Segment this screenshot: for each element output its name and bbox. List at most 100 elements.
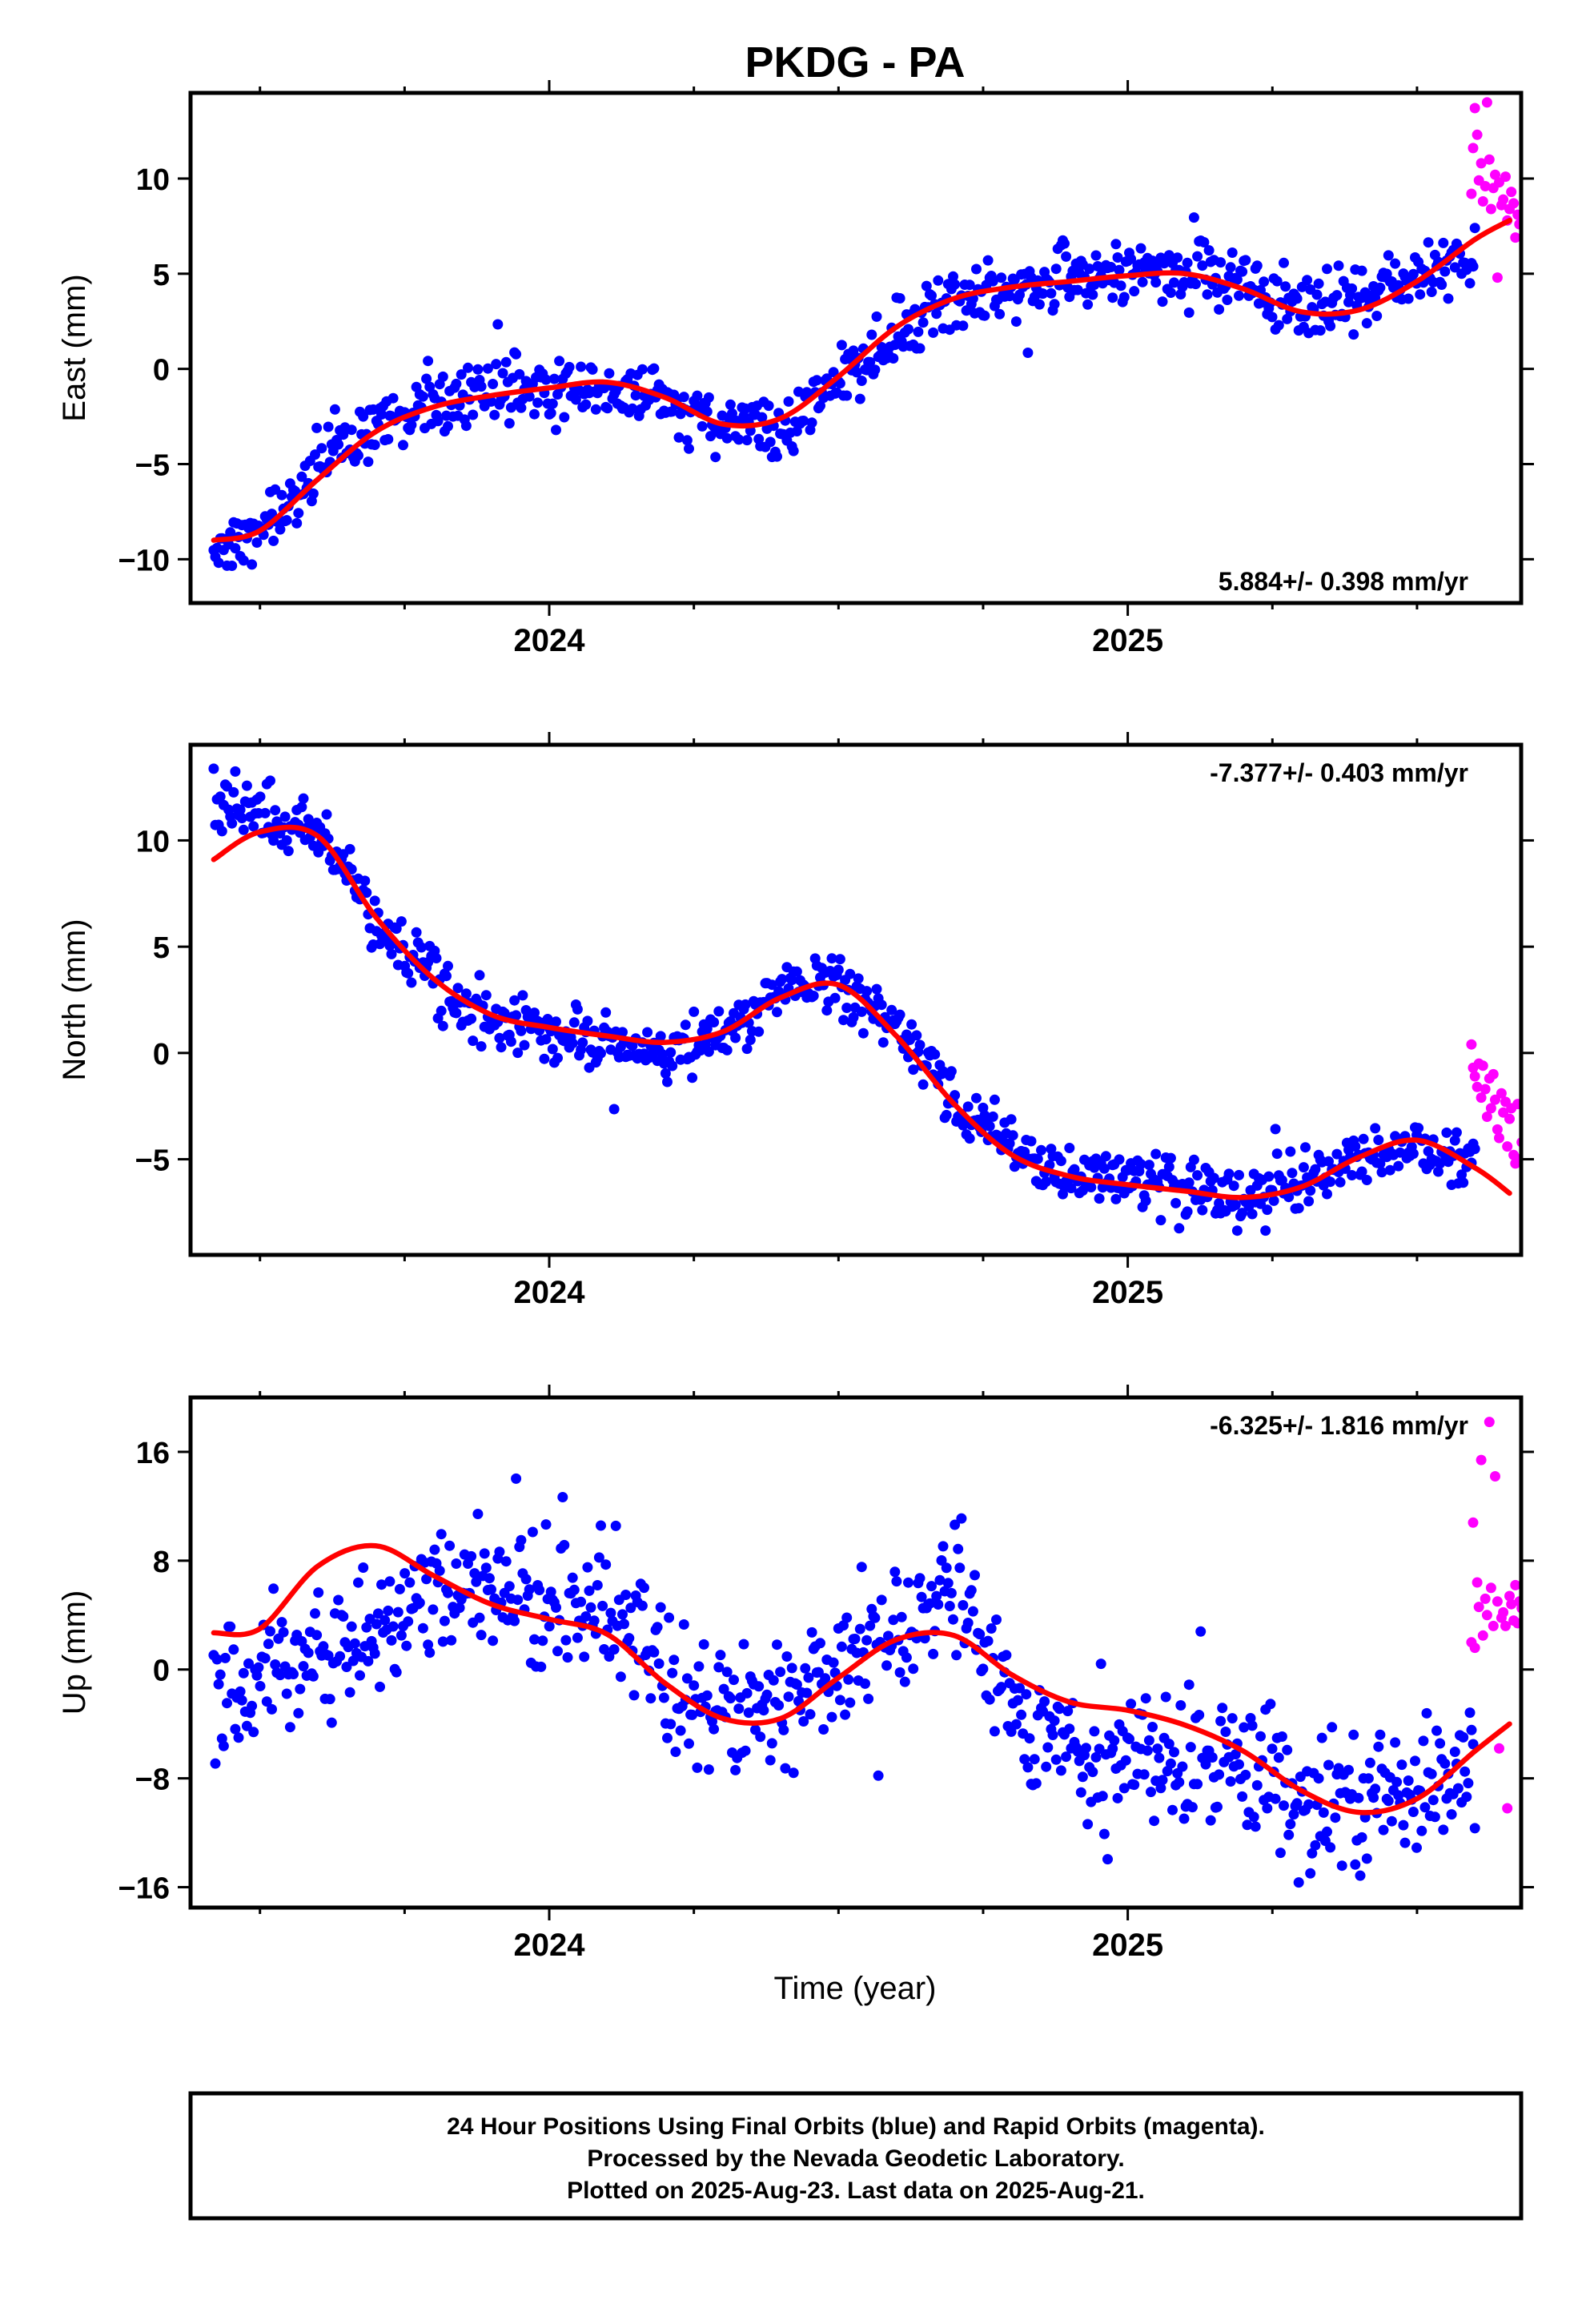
up-final-orbit-point (1303, 1799, 1315, 1810)
up-final-orbit-point (894, 1667, 905, 1678)
up-final-orbit-point (665, 1719, 677, 1730)
east-final-orbit-point (358, 411, 369, 422)
up-rapid-orbit-point (1468, 1517, 1479, 1528)
up-final-orbit-point (733, 1703, 745, 1715)
up-final-orbit-point (1418, 1735, 1429, 1747)
up-final-orbit-point (942, 1578, 954, 1589)
east-final-orbit-point (866, 329, 877, 340)
up-rapid-orbit-point (1494, 1743, 1504, 1754)
up-rapid-orbit-point (1504, 1590, 1515, 1602)
up-final-orbit-point (1255, 1731, 1266, 1742)
north-final-orbit-point (539, 1053, 550, 1064)
north-rapid-orbit-point (1481, 1112, 1492, 1122)
up-final-orbit-point (1143, 1735, 1154, 1746)
up-final-orbit-point (718, 1683, 729, 1695)
up-final-orbit-point (524, 1584, 535, 1595)
east-final-orbit-point (225, 527, 236, 538)
up-final-orbit-point (1095, 1659, 1106, 1670)
east-final-orbit-point (763, 400, 774, 412)
up-final-orbit-point (310, 1608, 320, 1619)
north-final-orbit-point (1032, 1153, 1043, 1164)
footer-frame (188, 2091, 1524, 2221)
north-final-orbit-point (1260, 1225, 1271, 1236)
up-final-orbit-point (729, 1675, 739, 1686)
north-final-orbit-point (838, 1015, 849, 1026)
east-final-orbit-point (296, 471, 307, 482)
east-final-orbit-point (1302, 275, 1313, 286)
north-rapid-orbit-point (1504, 1113, 1515, 1124)
north-final-orbit-point (1223, 1168, 1235, 1180)
up-final-orbit-point (1169, 1747, 1179, 1758)
up-rapid-orbit-point (1510, 1579, 1521, 1590)
up-final-orbit-point (1167, 1804, 1178, 1815)
up-final-orbit-point (219, 1652, 231, 1663)
east-final-orbit-point (783, 396, 794, 407)
up-final-orbit-point (439, 1615, 450, 1626)
north-final-orbit-point (833, 964, 844, 975)
north-final-orbit-point (1393, 1160, 1404, 1172)
east-final-orbit-point (333, 439, 344, 450)
north-final-orbit-point (1036, 1144, 1046, 1156)
north-final-orbit-point (255, 791, 266, 802)
up-final-orbit-point (562, 1652, 573, 1663)
up-final-orbit-point (1318, 1807, 1329, 1818)
east-final-orbit-point (463, 362, 473, 373)
east-rapid-orbit-point (1480, 181, 1491, 191)
up-final-orbit-point (480, 1562, 492, 1574)
up-final-orbit-point (820, 1673, 831, 1684)
east-final-orbit-point (1118, 292, 1130, 303)
north-plot-frame (188, 742, 1524, 1257)
up-final-orbit-points (208, 1473, 1480, 1888)
east-rapid-orbit-point (1508, 198, 1520, 209)
north-final-orbit-point (1435, 1158, 1446, 1169)
up-final-orbit-point (376, 1579, 387, 1590)
up-final-orbit-point (428, 1604, 439, 1615)
up-final-orbit-point (1077, 1771, 1088, 1783)
east-final-orbit-point (1202, 289, 1213, 300)
up-ytick-label: 16 (136, 1437, 170, 1470)
up-final-orbit-point (639, 1582, 649, 1594)
up-final-orbit-point (1291, 1798, 1303, 1809)
up-final-orbit-point (1240, 1769, 1251, 1780)
east-final-orbit-point (1225, 262, 1236, 273)
up-final-orbit-point (1378, 1824, 1389, 1835)
up-final-orbit-point (423, 1639, 434, 1651)
north-final-orbit-point (1086, 1182, 1097, 1192)
up-final-orbit-point (768, 1675, 779, 1686)
east-final-orbit-point (230, 543, 241, 554)
up-final-orbit-point (1120, 1755, 1131, 1766)
east-final-orbit-point (933, 275, 944, 286)
up-final-orbit-point (741, 1687, 753, 1699)
east-final-orbit-point (1049, 299, 1060, 310)
up-final-orbit-point (1019, 1754, 1030, 1765)
east-final-orbit-point (1182, 257, 1193, 268)
up-final-orbit-point (934, 1574, 946, 1586)
east-final-orbit-point (869, 364, 881, 376)
up-final-orbit-point (451, 1558, 462, 1569)
up-final-orbit-point (593, 1552, 604, 1563)
up-final-orbit-point (709, 1723, 720, 1735)
east-ytick-label: −5 (135, 448, 170, 482)
up-final-orbit-point (1082, 1819, 1094, 1830)
up-final-orbit-point (681, 1673, 693, 1684)
up-final-orbit-point (265, 1626, 275, 1637)
up-final-orbit-point (476, 1630, 487, 1641)
east-final-orbit-point (681, 435, 693, 446)
up-final-orbit-point (1399, 1837, 1411, 1848)
up-final-orbit-point (617, 1609, 628, 1620)
up-final-orbit-point (1147, 1722, 1158, 1732)
east-final-orbit-point (1371, 311, 1383, 321)
up-final-orbit-point (788, 1767, 799, 1779)
up-final-orbit-point (836, 1641, 847, 1652)
up-final-orbit-point (815, 1638, 825, 1649)
up-final-orbit-point (484, 1573, 495, 1584)
up-final-orbit-point (1368, 1792, 1379, 1803)
east-final-orbit-point (1034, 299, 1045, 310)
north-final-orbit-point (431, 953, 442, 963)
up-final-orbit-point (218, 1740, 229, 1751)
east-final-orbit-point (472, 364, 484, 375)
east-ylabel: East (mm) (57, 274, 92, 421)
east-final-orbit-point (828, 367, 839, 378)
east-final-orbit-point (928, 327, 939, 338)
up-final-orbit-point (743, 1707, 754, 1719)
